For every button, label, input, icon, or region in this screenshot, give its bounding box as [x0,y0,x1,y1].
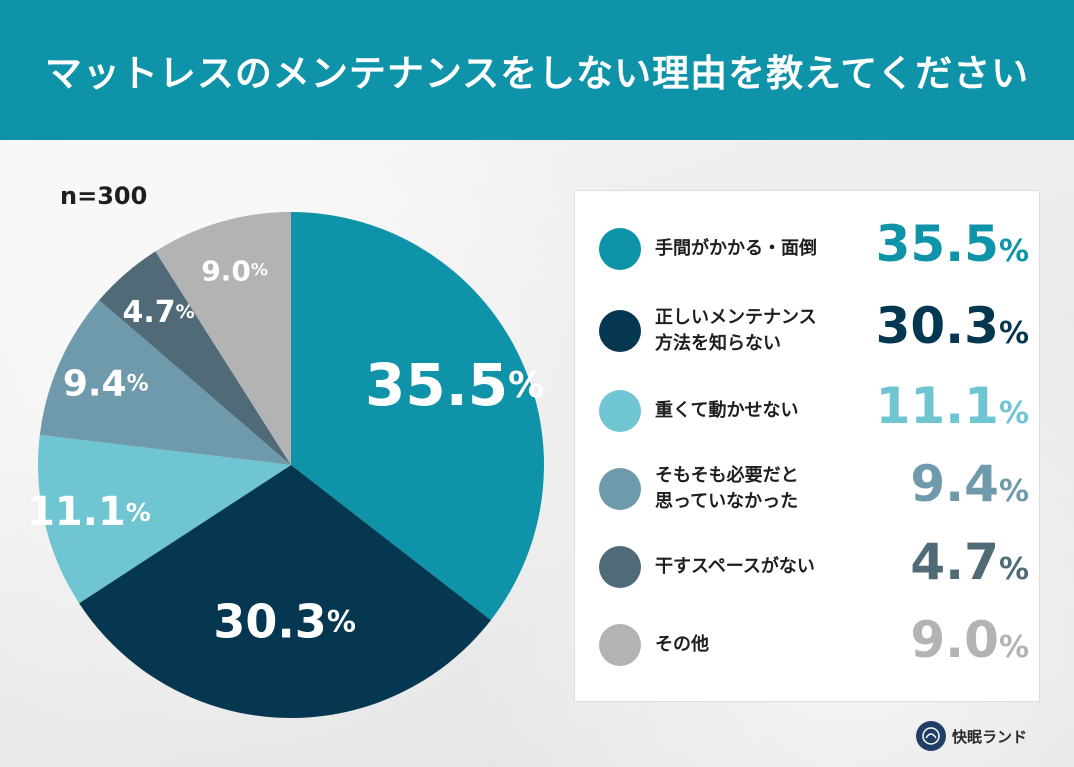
legend-swatch-3 [599,390,641,432]
legend-value-5: 4.7% [839,533,1029,591]
chart-title: マットレスのメンテナンスをしない理由を教えてください [44,52,1030,95]
legend-label-line: 正しいメンテナンス [655,307,817,328]
legend-label-4: そもそも必要だと 思っていなかった [655,463,855,515]
pie-chart: 35.5% 30.3% 11.1% 9.4% 4.7%9.0% [27,212,545,719]
legend-value-number: 35.5 [875,215,999,273]
legend-value-percent: % [998,552,1029,587]
legend-value-4: 9.4% [839,455,1029,513]
brand-logo-icon [916,721,946,751]
legend-value-6: 9.0% [839,611,1029,669]
pie-label-5: 4.7% [122,294,194,329]
legend-item-3: 重くて動かせない 11.1% [575,371,1041,451]
legend-label-line: その他 [655,634,709,655]
legend-label-6: その他 [655,632,855,658]
legend-value-number: 9.4 [910,455,999,513]
legend-item-5: 干すスペースがない 4.7% [575,527,1041,607]
legend-label-line: 方法を知らない [655,333,781,354]
pie-label-3: 11.1% [27,489,151,535]
pie-slice-5 [99,251,292,465]
legend-label-5: 干すスペースがない [655,554,855,580]
legend-label-line: 思っていなかった [655,491,799,512]
legend-value-percent: % [998,316,1029,351]
brand: 快眠ランド [916,720,1027,752]
legend-label-line: 重くて動かせない [655,400,799,421]
legend-label-3: 重くて動かせない [655,398,855,424]
legend-value-percent: % [998,396,1029,431]
legend-value-percent: % [998,474,1029,509]
legend: 手間がかかる・面倒 35.5% 正しいメンテナンス 方法を知らない 30.3% 重くて動か… [574,190,1040,702]
brand-name: 快眠ランド [952,727,1028,746]
legend-value-3: 11.1% [839,377,1029,435]
title-banner: マットレスのメンテナンスをしない理由を教えてください [0,0,1074,140]
legend-label-line: 手間がかかる・面倒 [655,238,817,259]
pie-slice-4 [39,300,291,465]
legend-label-1: 手間がかかる・面倒 [655,236,855,262]
legend-label-line: 干すスペースがない [655,556,815,577]
legend-value-number: 30.3 [875,297,999,355]
legend-value-percent: % [998,234,1029,269]
legend-value-number: 9.0 [910,611,999,669]
legend-label-2: 正しいメンテナンス 方法を知らない [655,305,855,357]
legend-item-6: その他 9.0% [575,605,1041,685]
legend-value-1: 35.5% [839,215,1029,273]
legend-value-number: 4.7 [910,533,999,591]
pie-label-2: 30.3% [213,595,356,649]
legend-swatch-4 [599,468,641,510]
legend-swatch-5 [599,546,641,588]
legend-value-2: 30.3% [839,297,1029,355]
legend-item-2: 正しいメンテナンス 方法を知らない 30.3% [575,291,1041,371]
legend-swatch-1 [599,228,641,270]
legend-item-4: そもそも必要だと 思っていなかった 9.4% [575,449,1041,529]
legend-label-line: そもそも必要だと [655,465,799,486]
pie-slice-3 [37,434,291,604]
pie-slice-6 [155,212,291,465]
legend-value-percent: % [998,630,1029,665]
legend-swatch-6 [599,624,641,666]
pie-slice-1 [291,212,545,621]
pie-label-4: 9.4% [63,363,149,404]
pie-label-1: 35.5% [365,351,544,419]
legend-swatch-2 [599,310,641,352]
legend-value-number: 11.1 [875,377,999,435]
pie-label-6: 9.0% [201,254,268,287]
pie-slice-2 [79,465,491,719]
legend-item-1: 手間がかかる・面倒 35.5% [575,209,1041,289]
sample-size: n=300 [60,182,148,210]
